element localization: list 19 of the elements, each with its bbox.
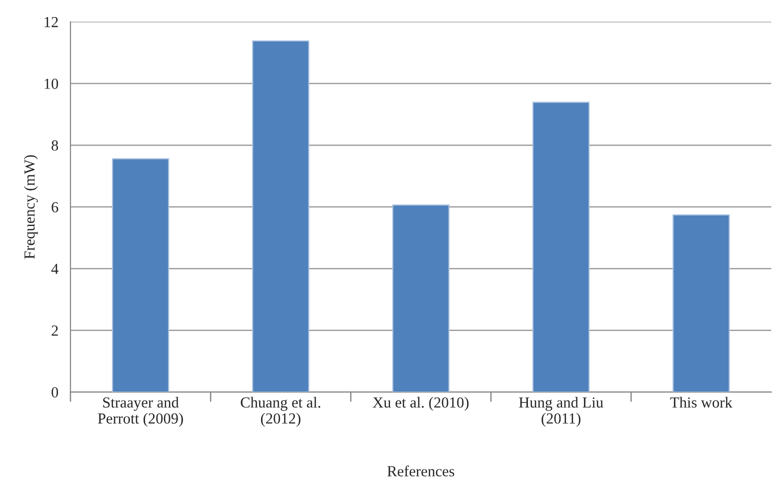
x-tick-label: This work: [670, 396, 732, 408]
x-tick-label: Chuang et al. (2012): [240, 396, 320, 427]
y-tick-label: 2: [52, 326, 58, 336]
x-tick-label: Xu et al. (2010): [372, 396, 469, 411]
y-tick-label: 10: [44, 78, 58, 89]
x-tick-label: Hung and Liu (2011): [519, 396, 604, 427]
bar: [392, 204, 450, 392]
y-tick-label: 0: [52, 387, 58, 398]
y-tick-label: 8: [52, 140, 58, 151]
y-tick-label: 12: [44, 16, 58, 28]
y-axis-title: Frequency (mW): [24, 155, 38, 259]
y-tick-label: 4: [51, 264, 58, 274]
x-axis-title: References: [387, 466, 454, 476]
bar: [672, 214, 730, 392]
bar: [532, 102, 590, 392]
y-tick-label: 6: [52, 202, 58, 212]
bar: [252, 40, 310, 392]
x-tick-label: Straayer and Perrott (2009): [98, 396, 183, 427]
bar: [112, 158, 170, 392]
